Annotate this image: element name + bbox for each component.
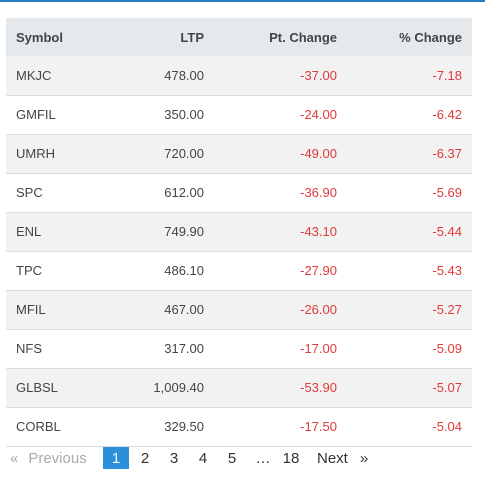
cell-pt-change: -49.00	[300, 146, 337, 161]
cell-pt-change: -37.00	[300, 67, 337, 83]
cell-ltp: 1,009.40	[153, 380, 204, 395]
cell-ltp: 467.00	[164, 302, 204, 317]
cell-symbol: MKJC	[16, 67, 52, 83]
cell-pt-change: -43.10	[300, 224, 337, 239]
double-chevron-right-icon: »	[359, 449, 369, 467]
table-body: MKJC 478.00 -37.00 -7.18 GMFIL 350.00 -2…	[6, 56, 472, 446]
cell-ltp: 749.90	[164, 224, 204, 239]
cell-symbol: TPC	[16, 263, 42, 278]
cell-ltp: 720.00	[164, 146, 204, 161]
cell-pct-change: -7.18	[432, 67, 462, 83]
cell-pt-change: -26.00	[300, 302, 337, 317]
cell-pct-change: -6.37	[432, 146, 462, 161]
cell-symbol: GMFIL	[16, 107, 56, 122]
table-row[interactable]: GMFIL 350.00 -24.00 -6.42	[6, 95, 472, 134]
cell-symbol: NFS	[16, 341, 42, 356]
pagination: « Previous 1 2 3 4 5 … 18 Next »	[10, 446, 368, 470]
page-4-button[interactable]: 4	[198, 449, 208, 467]
table-row[interactable]: UMRH 720.00 -49.00 -6.37	[6, 134, 472, 173]
cell-pct-change: -5.07	[432, 380, 462, 395]
header-pct-change[interactable]: % Change	[399, 29, 462, 45]
table-row[interactable]: SPC 612.00 -36.90 -5.69	[6, 173, 472, 212]
next-label: Next	[317, 449, 348, 467]
table-header: Symbol LTP Pt. Change % Change	[6, 18, 472, 56]
header-symbol[interactable]: Symbol	[16, 29, 63, 45]
cell-ltp: 486.10	[164, 263, 204, 278]
previous-page-button[interactable]: « Previous	[10, 447, 96, 469]
cell-ltp: 317.00	[164, 341, 204, 356]
table-row[interactable]: MFIL 467.00 -26.00 -5.27	[6, 290, 472, 329]
table-row[interactable]: TPC 486.10 -27.90 -5.43	[6, 251, 472, 290]
header-pt-change[interactable]: Pt. Change	[269, 29, 337, 45]
cell-symbol: MFIL	[16, 302, 46, 317]
top-accent-line	[0, 0, 485, 2]
page-3-button[interactable]: 3	[169, 449, 179, 467]
table-row[interactable]: NFS 317.00 -17.00 -5.09	[6, 329, 472, 368]
cell-ltp: 350.00	[164, 107, 204, 122]
previous-label: Previous	[28, 449, 87, 467]
cell-pt-change: -53.90	[300, 380, 337, 395]
header-row: Symbol LTP Pt. Change % Change	[6, 18, 472, 56]
table-row[interactable]: GLBSL 1,009.40 -53.90 -5.07	[6, 368, 472, 407]
page-2-button[interactable]: 2	[140, 449, 150, 467]
cell-pt-change: -24.00	[300, 107, 337, 122]
cell-symbol: SPC	[16, 185, 43, 200]
cell-pt-change: -36.90	[300, 185, 337, 200]
cell-symbol: ENL	[16, 224, 42, 239]
cell-pt-change: -27.90	[300, 263, 337, 278]
cell-pt-change: -17.00	[300, 341, 337, 356]
cell-pct-change: -5.04	[432, 419, 462, 434]
cell-ltp: 478.00	[164, 67, 204, 83]
page-1-button[interactable]: 1	[103, 447, 129, 469]
cell-pct-change: -5.09	[432, 341, 462, 356]
cell-pct-change: -5.69	[432, 185, 462, 200]
cell-pct-change: -5.27	[432, 302, 462, 317]
table-row[interactable]: CORBL 329.50 -17.50 -5.04	[6, 407, 472, 446]
cell-symbol: CORBL	[16, 419, 61, 434]
stocks-table: Symbol LTP Pt. Change % Change MKJC 478.…	[6, 18, 472, 447]
page-18-button[interactable]: 18	[282, 449, 300, 467]
double-chevron-left-icon: «	[10, 449, 19, 467]
header-ltp[interactable]: LTP	[180, 29, 204, 45]
table-row[interactable]: MKJC 478.00 -37.00 -7.18	[6, 56, 472, 95]
table-row[interactable]: ENL 749.90 -43.10 -5.44	[6, 212, 472, 251]
cell-pct-change: -6.42	[432, 107, 462, 122]
page-5-button[interactable]: 5	[227, 449, 237, 467]
pagination-ellipsis: …	[255, 449, 271, 467]
cell-pt-change: -17.50	[300, 419, 337, 434]
cell-ltp: 329.50	[164, 419, 204, 434]
cell-pct-change: -5.43	[432, 263, 462, 278]
cell-symbol: UMRH	[16, 146, 55, 161]
next-page-button[interactable]: Next »	[317, 447, 368, 469]
cell-symbol: GLBSL	[16, 380, 58, 395]
cell-pct-change: -5.44	[432, 224, 462, 239]
cell-ltp: 612.00	[164, 185, 204, 200]
top-losers-panel: Symbol LTP Pt. Change % Change MKJC 478.…	[6, 18, 472, 447]
